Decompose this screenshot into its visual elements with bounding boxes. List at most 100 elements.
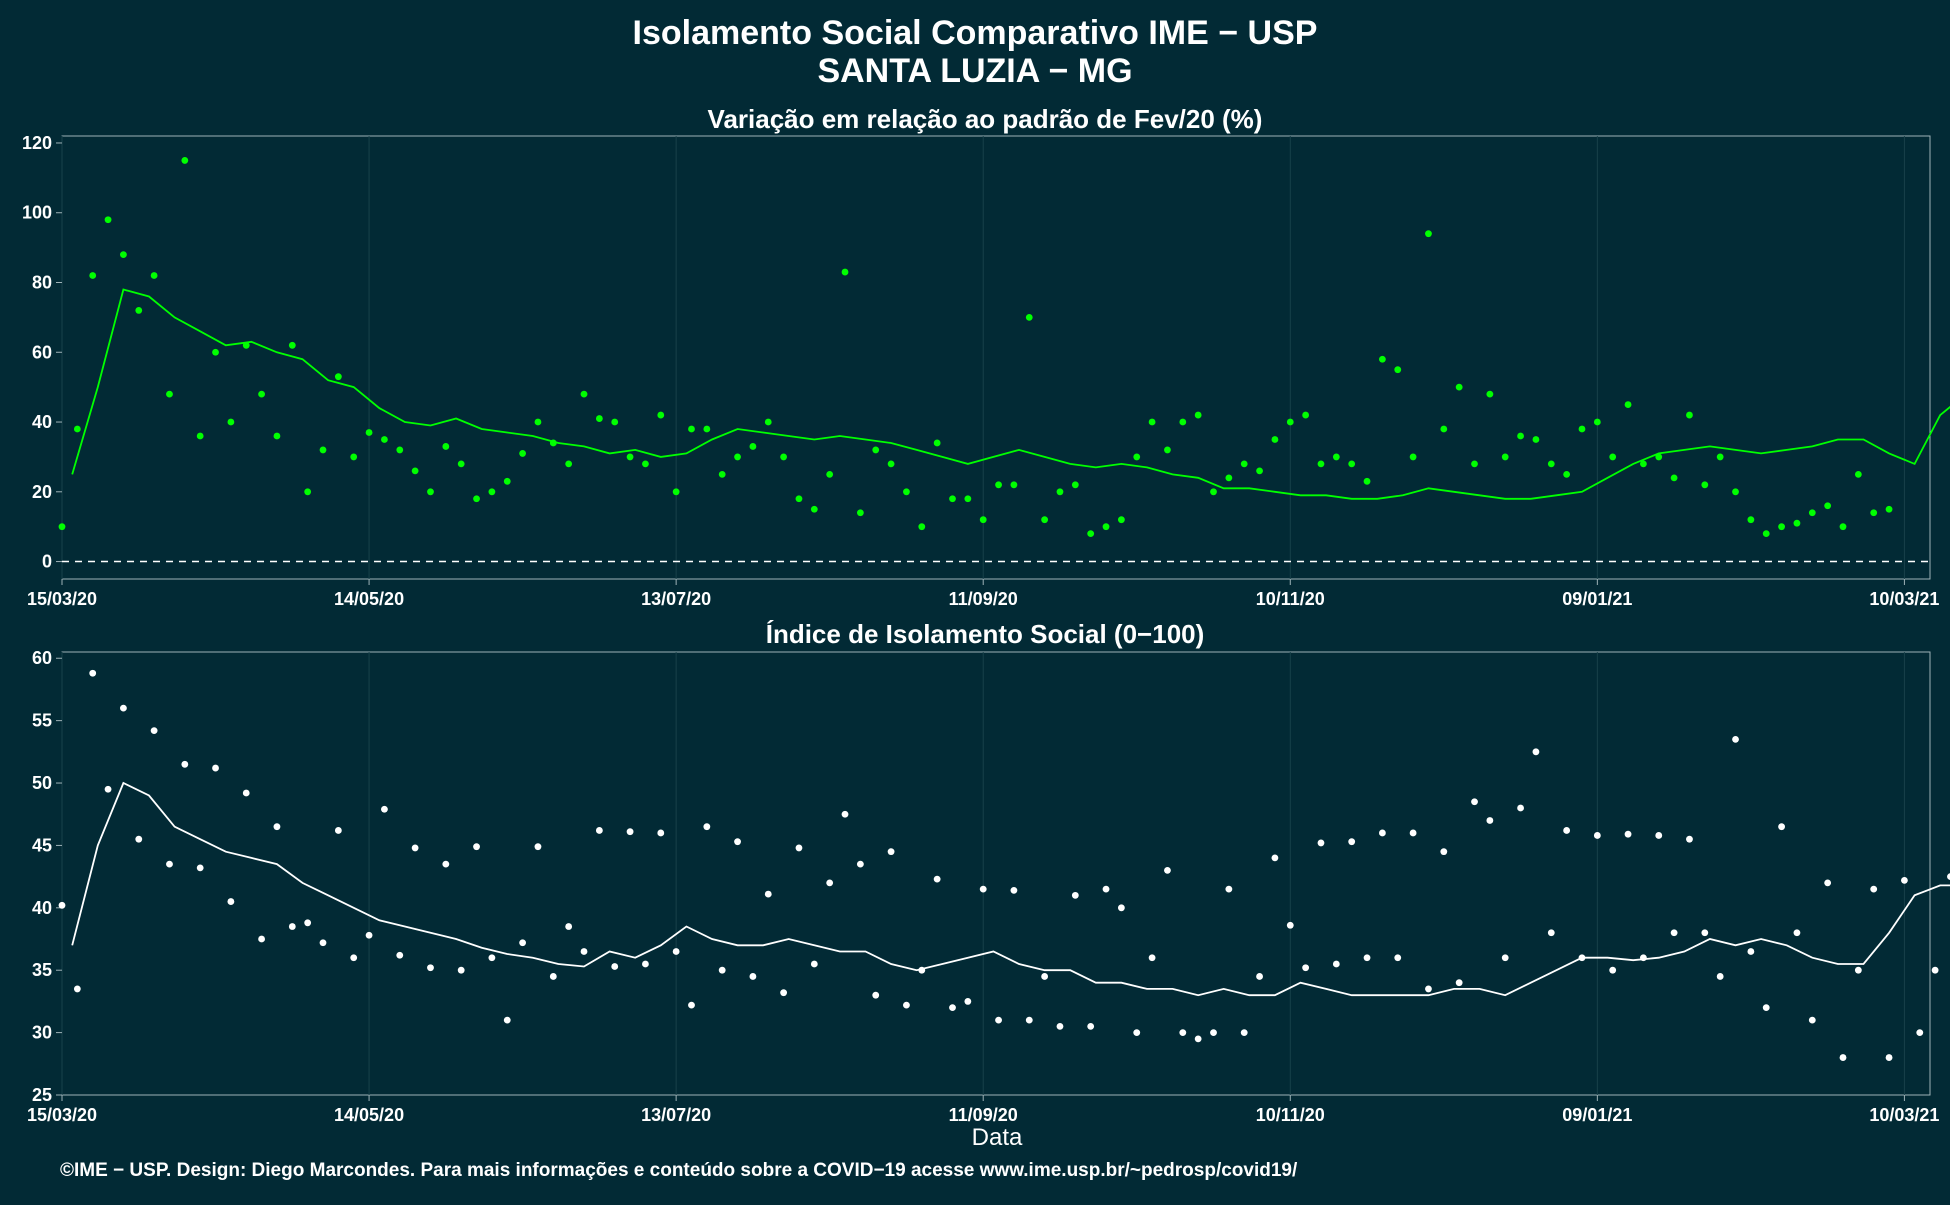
- data-point: [1701, 929, 1709, 937]
- data-point: [1164, 446, 1171, 454]
- data-point: [1885, 505, 1893, 513]
- data-point: [565, 460, 573, 468]
- data-point: [396, 951, 404, 959]
- data-point: [856, 860, 864, 868]
- data-point: [242, 789, 250, 797]
- data-point: [304, 919, 312, 927]
- data-point: [381, 436, 388, 443]
- data-point: [1747, 516, 1755, 524]
- data-point: [749, 443, 757, 450]
- data-point: [73, 425, 81, 433]
- data-point: [887, 460, 895, 468]
- x-tick-label: 09/01/21: [1562, 1105, 1632, 1125]
- data-point: [1532, 436, 1540, 443]
- data-point: [1808, 1016, 1816, 1024]
- data-point: [1640, 460, 1647, 468]
- data-point: [1793, 519, 1801, 527]
- data-point: [1302, 964, 1310, 972]
- panel-top-plot-area: [61, 135, 1931, 580]
- data-point: [1839, 1054, 1847, 1061]
- data-point: [810, 505, 818, 513]
- data-point: [1394, 366, 1402, 374]
- data-point: [1041, 973, 1049, 980]
- data-point: [918, 523, 926, 531]
- data-point: [1378, 829, 1386, 837]
- data-point: [104, 216, 112, 224]
- x-tick-label: 11/09/20: [949, 1105, 1018, 1125]
- data-point: [1271, 854, 1279, 862]
- data-point: [1056, 1022, 1064, 1030]
- data-point: [672, 488, 680, 496]
- data-point: [534, 418, 542, 426]
- data-point: [1148, 418, 1156, 426]
- data-point: [810, 960, 818, 968]
- data-point: [841, 268, 849, 276]
- data-point: [872, 991, 880, 999]
- data-point: [626, 828, 634, 836]
- data-point: [1225, 474, 1233, 482]
- data-point: [1378, 355, 1386, 363]
- moving-average-line: [71, 288, 1950, 500]
- data-point: [1363, 477, 1371, 485]
- data-point: [89, 669, 97, 677]
- data-point: [703, 425, 711, 433]
- data-point: [1655, 453, 1663, 461]
- data-point: [1854, 470, 1862, 478]
- data-point: [642, 460, 649, 468]
- data-point: [703, 823, 711, 831]
- y-tick-label: 0: [42, 552, 52, 572]
- data-point: [427, 488, 434, 496]
- data-point: [1133, 1029, 1141, 1037]
- data-point: [150, 272, 158, 279]
- data-point: [120, 251, 127, 258]
- data-point: [1547, 460, 1555, 468]
- data-point: [104, 785, 112, 793]
- data-point: [1317, 839, 1325, 847]
- x-tick-label: 10/11/20: [1256, 1105, 1325, 1125]
- data-point: [319, 939, 327, 947]
- y-tick-label: 40: [32, 412, 52, 432]
- data-point: [473, 495, 480, 503]
- data-point: [288, 341, 296, 349]
- x-tick-label: 10/11/20: [1256, 589, 1325, 609]
- data-point: [457, 966, 465, 974]
- data-point: [657, 411, 665, 419]
- chart-title-line2: SANTA LUZIA − MG: [817, 52, 1132, 90]
- data-point: [1547, 929, 1555, 937]
- y-tick-label: 35: [32, 960, 52, 980]
- data-point: [58, 523, 66, 531]
- panel-top: 15/03/20 14/05/20 13/07/20 11/09/20 10/11/20…: [22, 133, 1950, 609]
- x-tick-label: 15/03/20: [27, 589, 97, 609]
- data-point: [381, 805, 388, 813]
- data-point: [411, 844, 419, 852]
- data-point: [1947, 873, 1950, 880]
- data-point: [1317, 460, 1325, 468]
- data-point: [1762, 1004, 1770, 1012]
- data-point: [1409, 453, 1417, 461]
- panel-bottom-subtitle: Índice de Isolamento Social (0−100): [766, 619, 1205, 649]
- data-point: [1778, 823, 1785, 831]
- y-tick-label: 45: [32, 835, 52, 855]
- data-point: [1455, 383, 1463, 391]
- data-point: [1501, 954, 1509, 962]
- data-point: [979, 516, 987, 524]
- data-point: [1593, 418, 1601, 426]
- data-point: [350, 954, 358, 962]
- data-point: [166, 390, 173, 398]
- data-point: [1455, 979, 1463, 987]
- data-point: [1870, 509, 1878, 517]
- data-point: [1117, 904, 1125, 912]
- x-tick-label: 10/03/21: [1869, 1105, 1939, 1125]
- data-point: [212, 348, 219, 356]
- data-point: [887, 848, 895, 856]
- data-point: [1425, 985, 1432, 993]
- data-point: [350, 453, 358, 461]
- data-point: [488, 954, 496, 962]
- data-point: [1332, 453, 1340, 461]
- data-point: [903, 488, 910, 496]
- y-tick-label: 120: [22, 133, 52, 153]
- data-point: [120, 704, 127, 712]
- data-point: [1747, 948, 1755, 955]
- data-point: [1517, 804, 1524, 812]
- y-tick-label: 20: [32, 482, 52, 502]
